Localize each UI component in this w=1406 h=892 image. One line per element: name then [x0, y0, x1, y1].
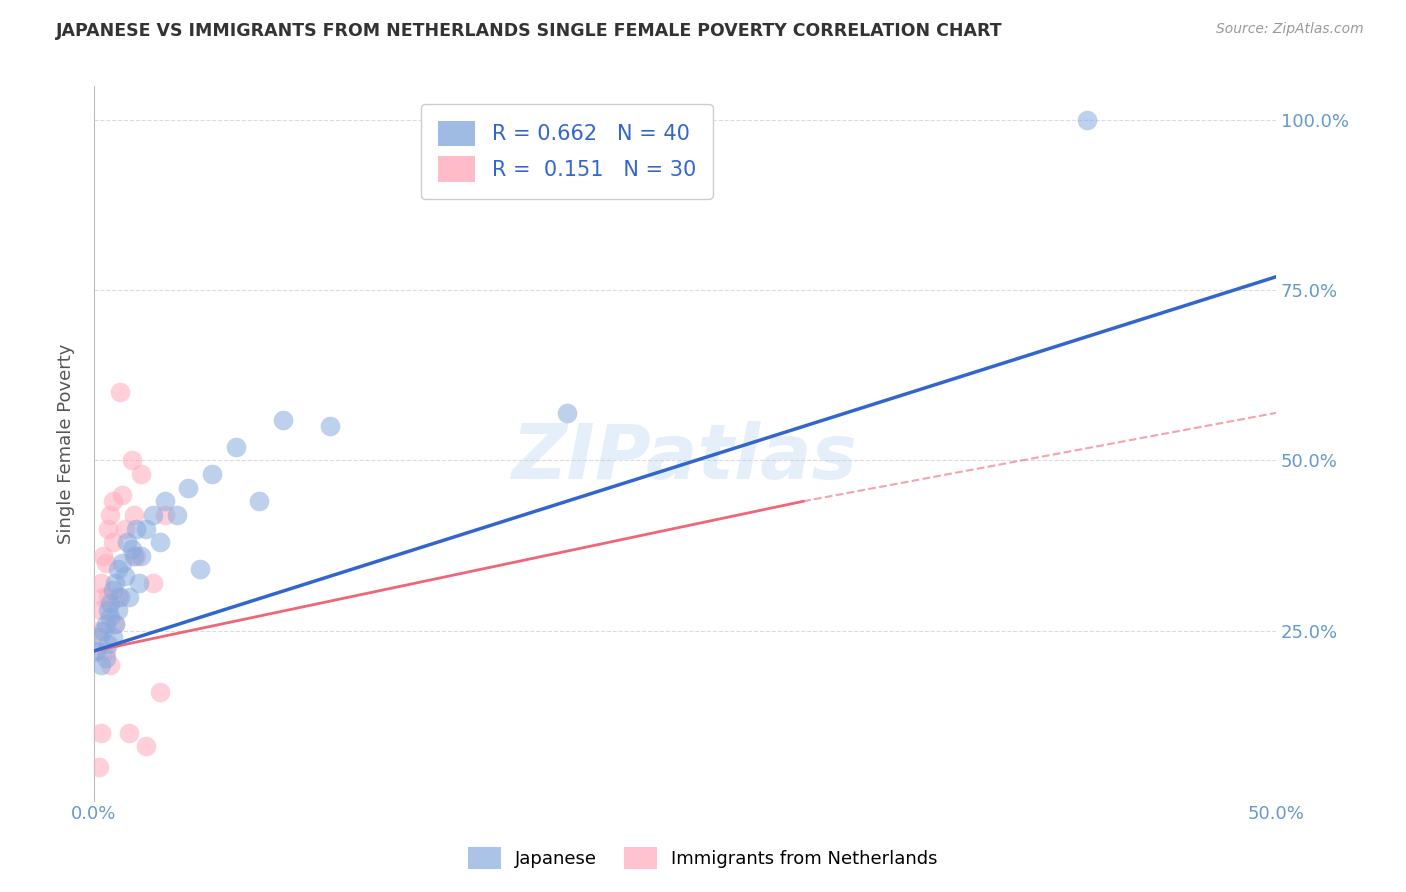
- Point: [142, 576, 165, 591]
- Point: [100, 508, 122, 522]
- Text: JAPANESE VS IMMIGRANTS FROM NETHERLANDS SINGLE FEMALE POVERTY CORRELATION CHART: JAPANESE VS IMMIGRANTS FROM NETHERLANDS …: [56, 22, 1002, 40]
- Point: [135, 522, 157, 536]
- Point: [129, 549, 152, 563]
- Text: ZIPatlas: ZIPatlas: [512, 421, 858, 495]
- Point: [107, 590, 129, 604]
- Point: [84, 644, 107, 658]
- Point: [87, 759, 110, 773]
- Point: [101, 535, 124, 549]
- Point: [149, 535, 172, 549]
- Point: [201, 467, 224, 482]
- Point: [319, 419, 342, 434]
- Point: [107, 562, 129, 576]
- Point: [94, 650, 117, 665]
- Point: [93, 549, 115, 563]
- Legend: R = 0.662   N = 40, R =  0.151   N = 30: R = 0.662 N = 40, R = 0.151 N = 30: [420, 104, 713, 199]
- Point: [107, 603, 129, 617]
- Point: [90, 657, 112, 672]
- Point: [166, 508, 188, 522]
- Point: [97, 637, 120, 651]
- Point: [94, 616, 117, 631]
- Y-axis label: Single Female Poverty: Single Female Poverty: [58, 343, 75, 544]
- Point: [90, 603, 112, 617]
- Legend: Japanese, Immigrants from Netherlands: Japanese, Immigrants from Netherlands: [460, 838, 946, 879]
- Point: [90, 725, 112, 739]
- Point: [249, 494, 271, 508]
- Point: [108, 385, 131, 400]
- Point: [118, 725, 141, 739]
- Point: [97, 522, 120, 536]
- Point: [84, 644, 107, 658]
- Point: [108, 590, 131, 604]
- Point: [153, 508, 176, 522]
- Point: [111, 556, 134, 570]
- Point: [135, 739, 157, 754]
- Point: [114, 569, 136, 583]
- Point: [101, 494, 124, 508]
- Point: [100, 596, 122, 610]
- Point: [97, 603, 120, 617]
- Point: [115, 535, 138, 549]
- Point: [87, 631, 110, 645]
- Point: [153, 494, 176, 508]
- Point: [104, 576, 127, 591]
- Point: [100, 610, 122, 624]
- Point: [93, 590, 115, 604]
- Point: [94, 644, 117, 658]
- Point: [118, 590, 141, 604]
- Point: [101, 582, 124, 597]
- Text: Source: ZipAtlas.com: Source: ZipAtlas.com: [1216, 22, 1364, 37]
- Point: [125, 549, 148, 563]
- Point: [87, 624, 110, 638]
- Point: [104, 616, 127, 631]
- Point: [93, 624, 115, 638]
- Point: [94, 556, 117, 570]
- Point: [101, 631, 124, 645]
- Point: [111, 487, 134, 501]
- Point: [125, 522, 148, 536]
- Point: [122, 508, 145, 522]
- Point: [142, 508, 165, 522]
- Point: [188, 562, 211, 576]
- Point: [149, 685, 172, 699]
- Point: [129, 467, 152, 482]
- Point: [104, 616, 127, 631]
- Point: [225, 440, 247, 454]
- Point: [121, 453, 143, 467]
- Point: [1076, 113, 1098, 128]
- Point: [114, 522, 136, 536]
- Point: [121, 541, 143, 556]
- Point: [177, 481, 200, 495]
- Point: [271, 412, 294, 426]
- Point: [97, 590, 120, 604]
- Point: [128, 576, 150, 591]
- Point: [100, 657, 122, 672]
- Point: [122, 549, 145, 563]
- Point: [555, 406, 578, 420]
- Point: [90, 576, 112, 591]
